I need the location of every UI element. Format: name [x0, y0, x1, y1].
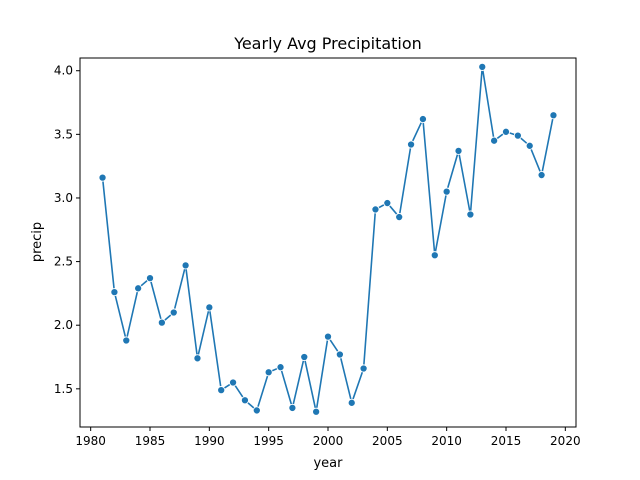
- y-tick-label: 3.0: [54, 191, 73, 205]
- data-point: [276, 363, 285, 372]
- data-point: [312, 407, 321, 416]
- x-axis-label: year: [313, 456, 343, 471]
- data-point: [537, 171, 546, 180]
- data-point: [501, 127, 511, 136]
- chart-title: Yearly Avg Precipitation: [233, 34, 422, 53]
- data-point: [323, 332, 333, 341]
- x-tick-label: 2010: [431, 434, 462, 448]
- data-point: [347, 398, 356, 407]
- data-point: [466, 210, 475, 219]
- data-point: [229, 378, 238, 387]
- data-point: [217, 386, 226, 395]
- y-tick-label: 3.5: [54, 127, 73, 141]
- data-point: [157, 318, 166, 327]
- data-point: [525, 141, 534, 150]
- data-point: [478, 62, 487, 71]
- data-point: [169, 308, 178, 317]
- data-point: [513, 131, 522, 140]
- data-point: [122, 336, 131, 345]
- x-tick-label: 2020: [550, 434, 581, 448]
- x-tick-label: 1985: [135, 434, 166, 448]
- x-tick-label: 1980: [75, 434, 106, 448]
- series-line: [101, 66, 555, 413]
- plot-area: [98, 62, 558, 416]
- data-point: [193, 354, 202, 363]
- data-point: [240, 396, 249, 405]
- data-point: [549, 111, 558, 120]
- data-point: [371, 205, 380, 214]
- data-point: [98, 173, 107, 182]
- data-point: [181, 261, 190, 270]
- data-point: [442, 187, 451, 196]
- data-point: [335, 350, 344, 359]
- data-point: [407, 140, 416, 149]
- x-tick-label: 1990: [194, 434, 225, 448]
- y-tick-label: 2.5: [54, 255, 73, 269]
- data-point: [110, 288, 119, 297]
- data-point: [490, 136, 499, 145]
- data-point: [300, 352, 309, 362]
- x-tick-label: 2015: [491, 434, 522, 448]
- data-point: [134, 284, 143, 293]
- data-point: [383, 199, 392, 208]
- data-point: [395, 213, 404, 222]
- y-axis-label: precip: [30, 222, 45, 262]
- data-point: [145, 274, 155, 283]
- x-tick-label: 1995: [253, 434, 284, 448]
- data-point: [454, 146, 463, 155]
- x-tick-label: 2000: [313, 434, 344, 448]
- data-point: [359, 364, 368, 373]
- data-point: [418, 115, 427, 124]
- y-tick-label: 4.0: [54, 64, 73, 78]
- data-point: [264, 368, 273, 377]
- data-point: [430, 251, 439, 260]
- axes: 1980 1985 1990 1995 2000 2005 2010 2015 2020 1.5 2…: [54, 57, 581, 448]
- data-point: [205, 303, 214, 312]
- data-point: [288, 403, 297, 412]
- plot-frame: [79, 57, 577, 428]
- data-point: [252, 406, 261, 415]
- y-tick-label: 2.0: [54, 318, 73, 332]
- x-tick-label: 2005: [372, 434, 403, 448]
- y-tick-label: 1.5: [54, 382, 73, 396]
